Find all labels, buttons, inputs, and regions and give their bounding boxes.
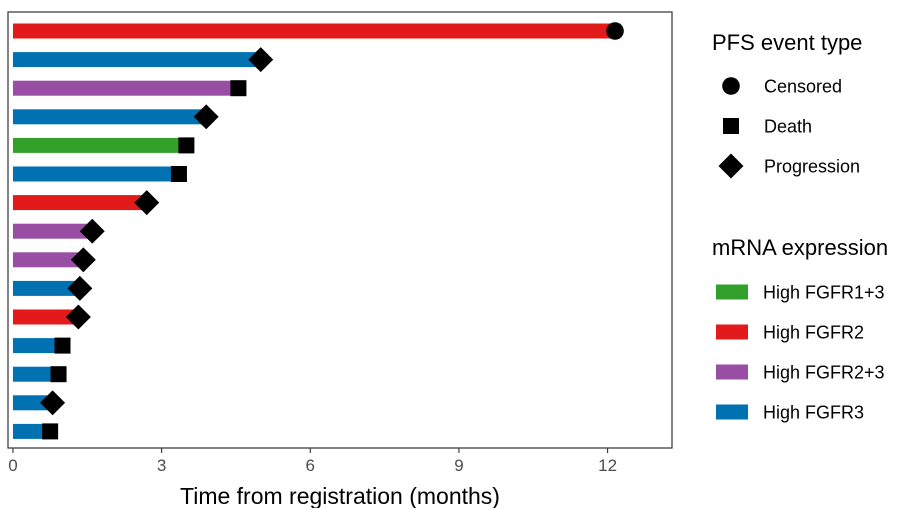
legend-title-mrna-expression: mRNA expression (712, 235, 888, 260)
event-marker-square (42, 423, 59, 440)
bar (12, 80, 239, 96)
x-tick-label: 0 (8, 456, 17, 475)
event-marker-diamond (248, 47, 274, 73)
bars (12, 23, 616, 439)
legend-label: Censored (764, 77, 842, 97)
bar (12, 166, 179, 182)
event-marker-square (54, 337, 71, 354)
legend-title-pfs-event-type: PFS event type (712, 30, 862, 55)
legend-label: High FGFR3 (763, 403, 864, 423)
legend-key-diamond (718, 153, 744, 179)
legend-key-swatch (716, 364, 748, 380)
legend-label: High FGFR1+3 (763, 283, 885, 303)
event-marker-diamond (79, 218, 105, 244)
x-tick-label: 3 (157, 456, 166, 475)
x-axis-title: Time from registration (months) (180, 483, 500, 508)
bar (12, 309, 79, 325)
bar (12, 109, 207, 125)
legend-label: Death (764, 117, 812, 137)
event-marker-diamond (134, 190, 160, 216)
bar (12, 137, 187, 153)
bar (12, 223, 93, 239)
x-tick-label: 9 (454, 456, 463, 475)
legend-label: High FGFR2+3 (763, 363, 885, 383)
legend-key-square (723, 118, 739, 134)
bar (12, 366, 59, 382)
legend-mrna-expression: mRNA expression High FGFR1+3 High FGFR2 Hi… (712, 235, 888, 423)
legend-label: Progression (764, 157, 860, 177)
bar (12, 52, 261, 68)
event-marker-diamond (67, 275, 93, 301)
legend-pfs-event-type: PFS event type Censored Death Progression (712, 30, 862, 179)
x-tick-label: 6 (306, 456, 315, 475)
event-marker-diamond (193, 104, 219, 130)
event-marker-square (178, 137, 195, 154)
event-marker-square (170, 166, 187, 182)
x-tick-label: 12 (598, 456, 617, 475)
x-axis: 0 3 6 9 12 (8, 448, 617, 475)
bar (12, 252, 84, 268)
plot-panel-border (7, 11, 673, 449)
event-marker-diamond (65, 304, 91, 330)
legend-key-swatch (716, 284, 748, 300)
event-markers (40, 22, 624, 440)
bar (12, 338, 63, 354)
event-marker-square (50, 366, 67, 383)
bar (12, 23, 616, 39)
legend-label: High FGFR2 (763, 323, 864, 343)
bar (12, 423, 51, 439)
bar (12, 195, 147, 211)
legend-key-swatch (716, 404, 748, 420)
legend-key-circle (722, 77, 740, 95)
event-marker-square (230, 80, 247, 97)
bar (12, 280, 80, 296)
event-marker-diamond (40, 390, 66, 416)
bar (12, 395, 53, 411)
event-marker-circle (606, 22, 624, 40)
event-marker-diamond (70, 247, 96, 273)
legend-key-swatch (716, 324, 748, 340)
